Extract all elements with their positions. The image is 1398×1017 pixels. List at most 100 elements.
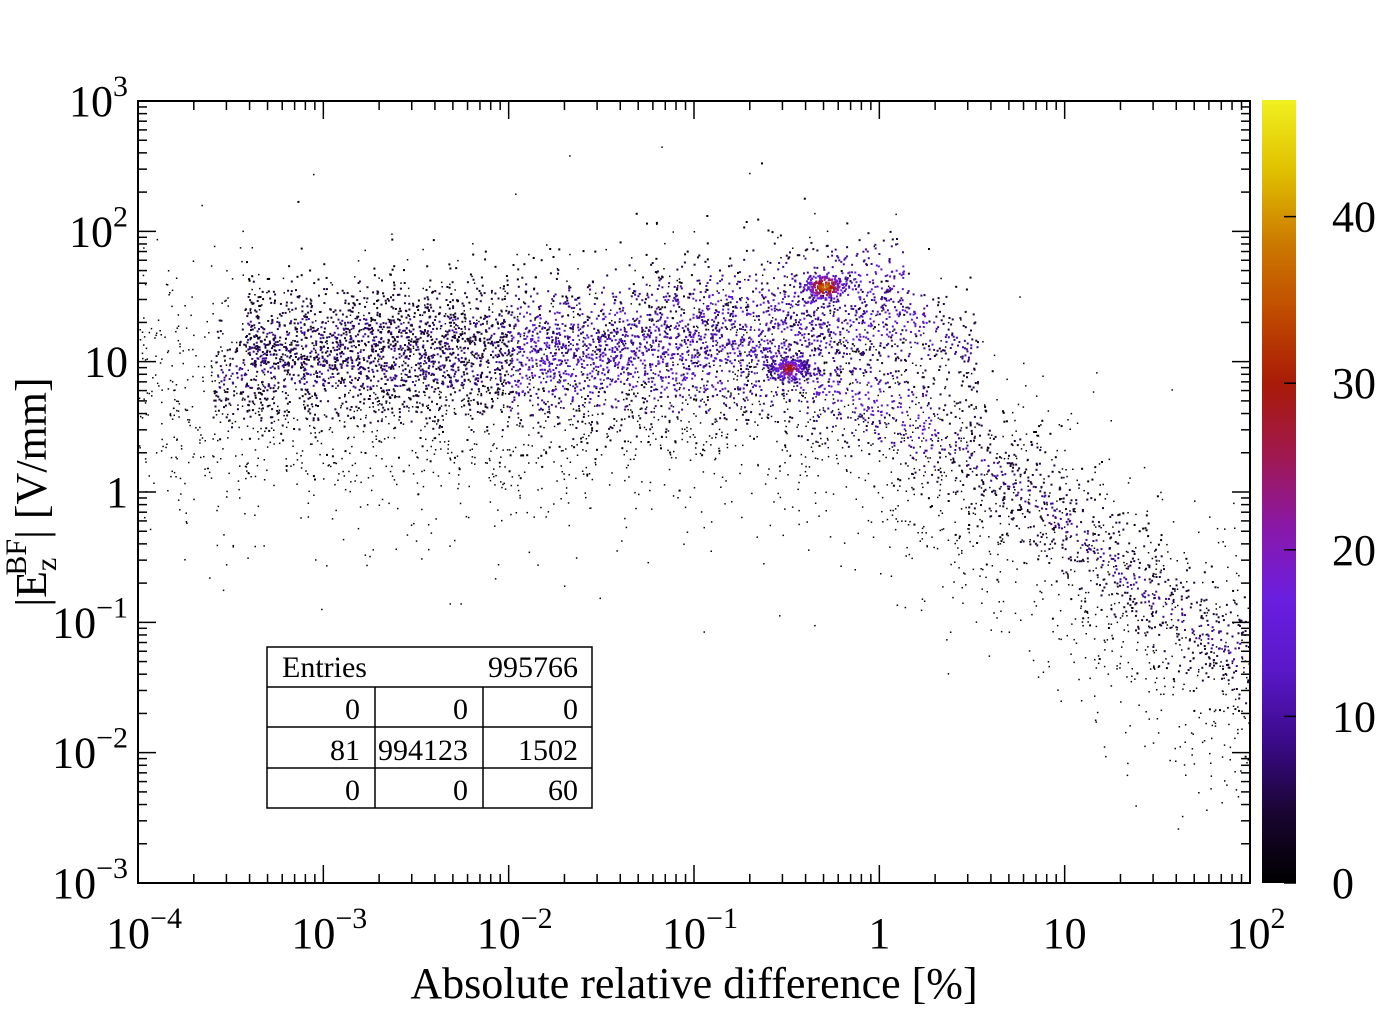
density-point xyxy=(329,332,332,335)
density-point xyxy=(531,330,534,333)
density-point xyxy=(1147,522,1150,525)
density-point xyxy=(870,322,872,325)
density-point xyxy=(645,347,648,350)
density-point xyxy=(863,408,866,411)
density-point xyxy=(546,411,549,414)
density-point xyxy=(343,425,346,428)
density-point xyxy=(929,407,932,410)
density-point xyxy=(703,315,705,318)
density-point xyxy=(1218,621,1220,624)
density-point xyxy=(624,335,627,338)
density-point xyxy=(770,305,773,308)
density-point xyxy=(537,315,540,318)
density-point xyxy=(261,434,264,437)
density-point xyxy=(303,332,306,335)
density-point xyxy=(902,251,904,254)
density-point xyxy=(558,370,561,373)
density-point xyxy=(1178,638,1181,641)
density-point xyxy=(306,329,309,332)
density-point xyxy=(450,339,453,342)
density-point xyxy=(457,369,460,372)
density-point xyxy=(969,424,972,427)
density-point xyxy=(533,340,536,343)
density-point xyxy=(367,370,370,373)
density-point xyxy=(446,342,449,345)
density-point xyxy=(497,297,500,300)
density-point xyxy=(419,365,422,368)
density-point xyxy=(572,339,575,341)
density-point xyxy=(270,377,273,380)
density-point xyxy=(494,265,497,268)
density-point xyxy=(906,320,909,323)
density-point xyxy=(517,351,520,354)
density-point xyxy=(1253,601,1255,603)
density-point xyxy=(724,319,727,322)
density-point xyxy=(643,374,646,377)
density-point xyxy=(1060,476,1063,479)
density-point xyxy=(729,319,732,322)
density-point xyxy=(663,330,666,333)
density-point xyxy=(272,290,275,293)
density-point xyxy=(1033,540,1035,543)
density-point xyxy=(341,402,344,405)
density-point xyxy=(650,423,653,426)
density-point xyxy=(280,356,283,358)
density-point xyxy=(336,359,339,362)
density-point xyxy=(886,288,889,291)
density-point xyxy=(850,324,853,327)
density-point xyxy=(326,336,329,339)
density-point xyxy=(523,315,525,318)
density-point xyxy=(660,316,662,319)
density-point xyxy=(943,349,946,352)
density-point xyxy=(755,380,758,383)
density-point xyxy=(317,353,320,356)
density-point xyxy=(831,254,834,257)
density-point xyxy=(377,354,379,357)
density-point xyxy=(464,340,467,343)
density-point xyxy=(703,320,706,323)
density-point xyxy=(777,268,780,271)
density-point xyxy=(611,324,614,327)
density-point xyxy=(548,310,551,313)
density-point xyxy=(378,355,381,358)
density-point xyxy=(398,456,400,459)
density-point xyxy=(666,292,669,295)
density-point xyxy=(970,344,973,347)
density-point xyxy=(395,326,398,329)
density-point xyxy=(548,344,551,347)
density-point xyxy=(661,313,664,316)
density-point xyxy=(964,326,967,329)
density-point xyxy=(377,299,380,302)
density-point xyxy=(1037,434,1040,437)
density-point xyxy=(1023,472,1026,474)
density-point xyxy=(736,354,739,357)
density-point xyxy=(450,321,452,324)
density-point xyxy=(698,338,701,341)
density-point xyxy=(316,376,319,379)
density-point xyxy=(816,414,819,417)
density-point xyxy=(562,344,565,347)
density-point xyxy=(1085,538,1088,541)
density-point xyxy=(780,342,783,345)
density-point xyxy=(297,357,300,360)
density-point xyxy=(226,349,229,352)
density-point xyxy=(373,339,376,342)
density-point xyxy=(232,382,235,385)
density-point xyxy=(310,305,313,307)
density-point xyxy=(324,389,327,392)
density-point xyxy=(303,375,306,378)
density-point xyxy=(381,369,384,372)
density-point xyxy=(951,343,954,346)
density-point xyxy=(778,345,780,348)
density-point xyxy=(797,300,800,303)
density-point xyxy=(249,347,252,350)
density-point xyxy=(767,327,770,330)
density-point xyxy=(552,377,555,380)
density-point xyxy=(976,390,978,393)
density-point xyxy=(745,418,748,421)
density-point xyxy=(869,346,872,349)
density-point xyxy=(760,263,763,266)
density-point xyxy=(859,339,862,342)
density-point xyxy=(770,356,773,359)
density-point xyxy=(531,359,534,362)
